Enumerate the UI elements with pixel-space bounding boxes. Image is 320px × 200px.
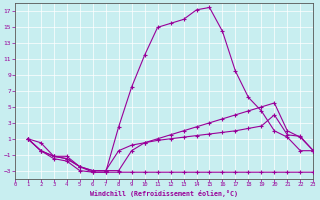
X-axis label: Windchill (Refroidissement éolien,°C): Windchill (Refroidissement éolien,°C) bbox=[90, 190, 238, 197]
